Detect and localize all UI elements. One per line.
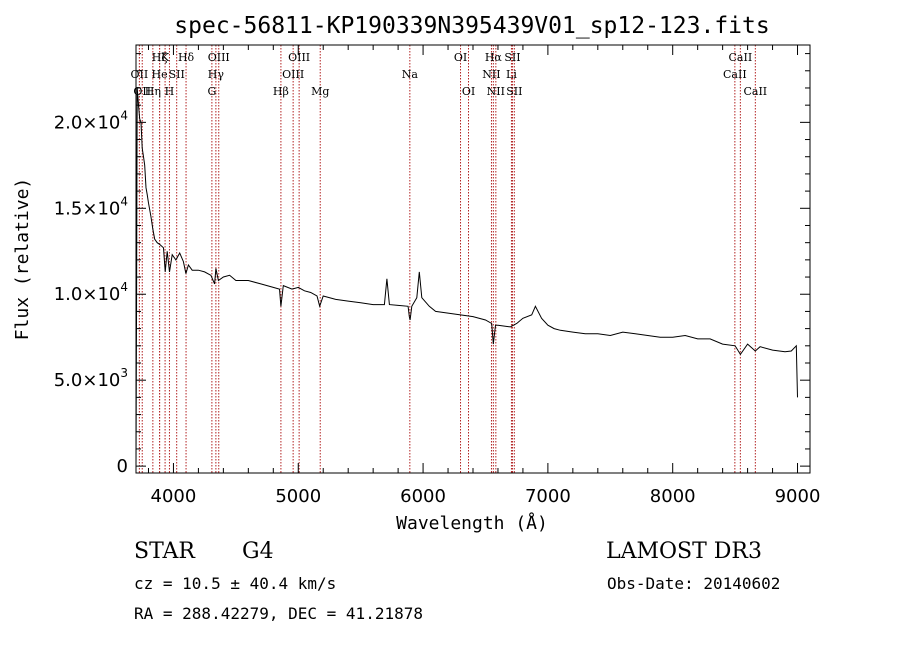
line-label: Hη [145, 85, 161, 98]
y-tick-label: 5.0×103 [54, 366, 128, 391]
line-label: OII [131, 68, 149, 81]
observation-date: Obs-Date: 20140602 [607, 574, 781, 593]
line-label: Hβ [273, 85, 289, 98]
line-label: H [165, 85, 175, 98]
line-label: CaII [743, 85, 767, 98]
line-label: Mg [311, 85, 329, 98]
line-label: Hζ [152, 51, 168, 64]
chart-title: spec-56811-KP190339N395439V01_sp12-123.f… [174, 13, 769, 39]
x-tick-label: 4000 [151, 486, 197, 507]
line-label: Li [506, 68, 517, 81]
sky-coordinates: RA = 288.42279, DEC = 41.21878 [134, 604, 423, 623]
line-label: NII [482, 68, 500, 81]
line-label: OI [462, 85, 475, 98]
x-tick-label: 9000 [775, 486, 821, 507]
x-axis-ticks: 4000 5000 6000 7000 8000 9000 [147, 45, 821, 507]
line-label: Hδ [178, 51, 195, 64]
line-label: CaII [729, 51, 753, 64]
x-tick-label: 7000 [525, 486, 571, 507]
x-axis-label: Wavelength (Å) [396, 512, 548, 534]
y-axis-label: Flux (relative) [12, 178, 33, 341]
y-tick-label: 0 [117, 456, 128, 477]
line-label: G [207, 85, 216, 98]
y-tick-label: 2.0×104 [54, 108, 128, 133]
y-tick-label: 1.5×104 [54, 194, 128, 219]
x-tick-label: 6000 [400, 486, 446, 507]
line-label: OIII [282, 68, 304, 81]
line-label: OIII [208, 51, 230, 64]
line-markers [138, 45, 756, 473]
line-label: K [161, 51, 170, 64]
survey-name: LAMOST DR3 [606, 539, 762, 564]
line-label: He [152, 68, 168, 81]
plot-frame [135, 44, 811, 474]
line-label: SII [504, 51, 520, 64]
line-labels: OIIOIIHηHζHeKHSIIHδGHγOIIIHβOIIIOIIIMgNa… [131, 51, 768, 98]
line-label: Na [402, 68, 419, 81]
y-tick-label: 1.0×104 [54, 280, 128, 305]
y-axis-ticks: 0 5.0×103 1.0×104 1.5×104 2.0×104 [54, 53, 810, 477]
x-tick-label: 8000 [650, 486, 696, 507]
line-label: OIII [288, 51, 310, 64]
object-class: STAR [134, 539, 195, 564]
redshift-velocity: cz = 10.5 ± 40.4 km/s [134, 574, 337, 593]
line-label: Hγ [208, 68, 225, 81]
spectrum-line [135, 87, 798, 467]
spectrum-chart: spec-56811-KP190339N395439V01_sp12-123.f… [12, 13, 821, 534]
x-tick-label: 5000 [275, 486, 321, 507]
line-label: SII [506, 85, 522, 98]
object-subclass: G4 [242, 539, 274, 564]
line-label: OI [454, 51, 467, 64]
line-label: Hα [485, 51, 503, 64]
line-label: CaII [723, 68, 747, 81]
line-label: NII [487, 85, 505, 98]
line-label: SII [169, 68, 185, 81]
